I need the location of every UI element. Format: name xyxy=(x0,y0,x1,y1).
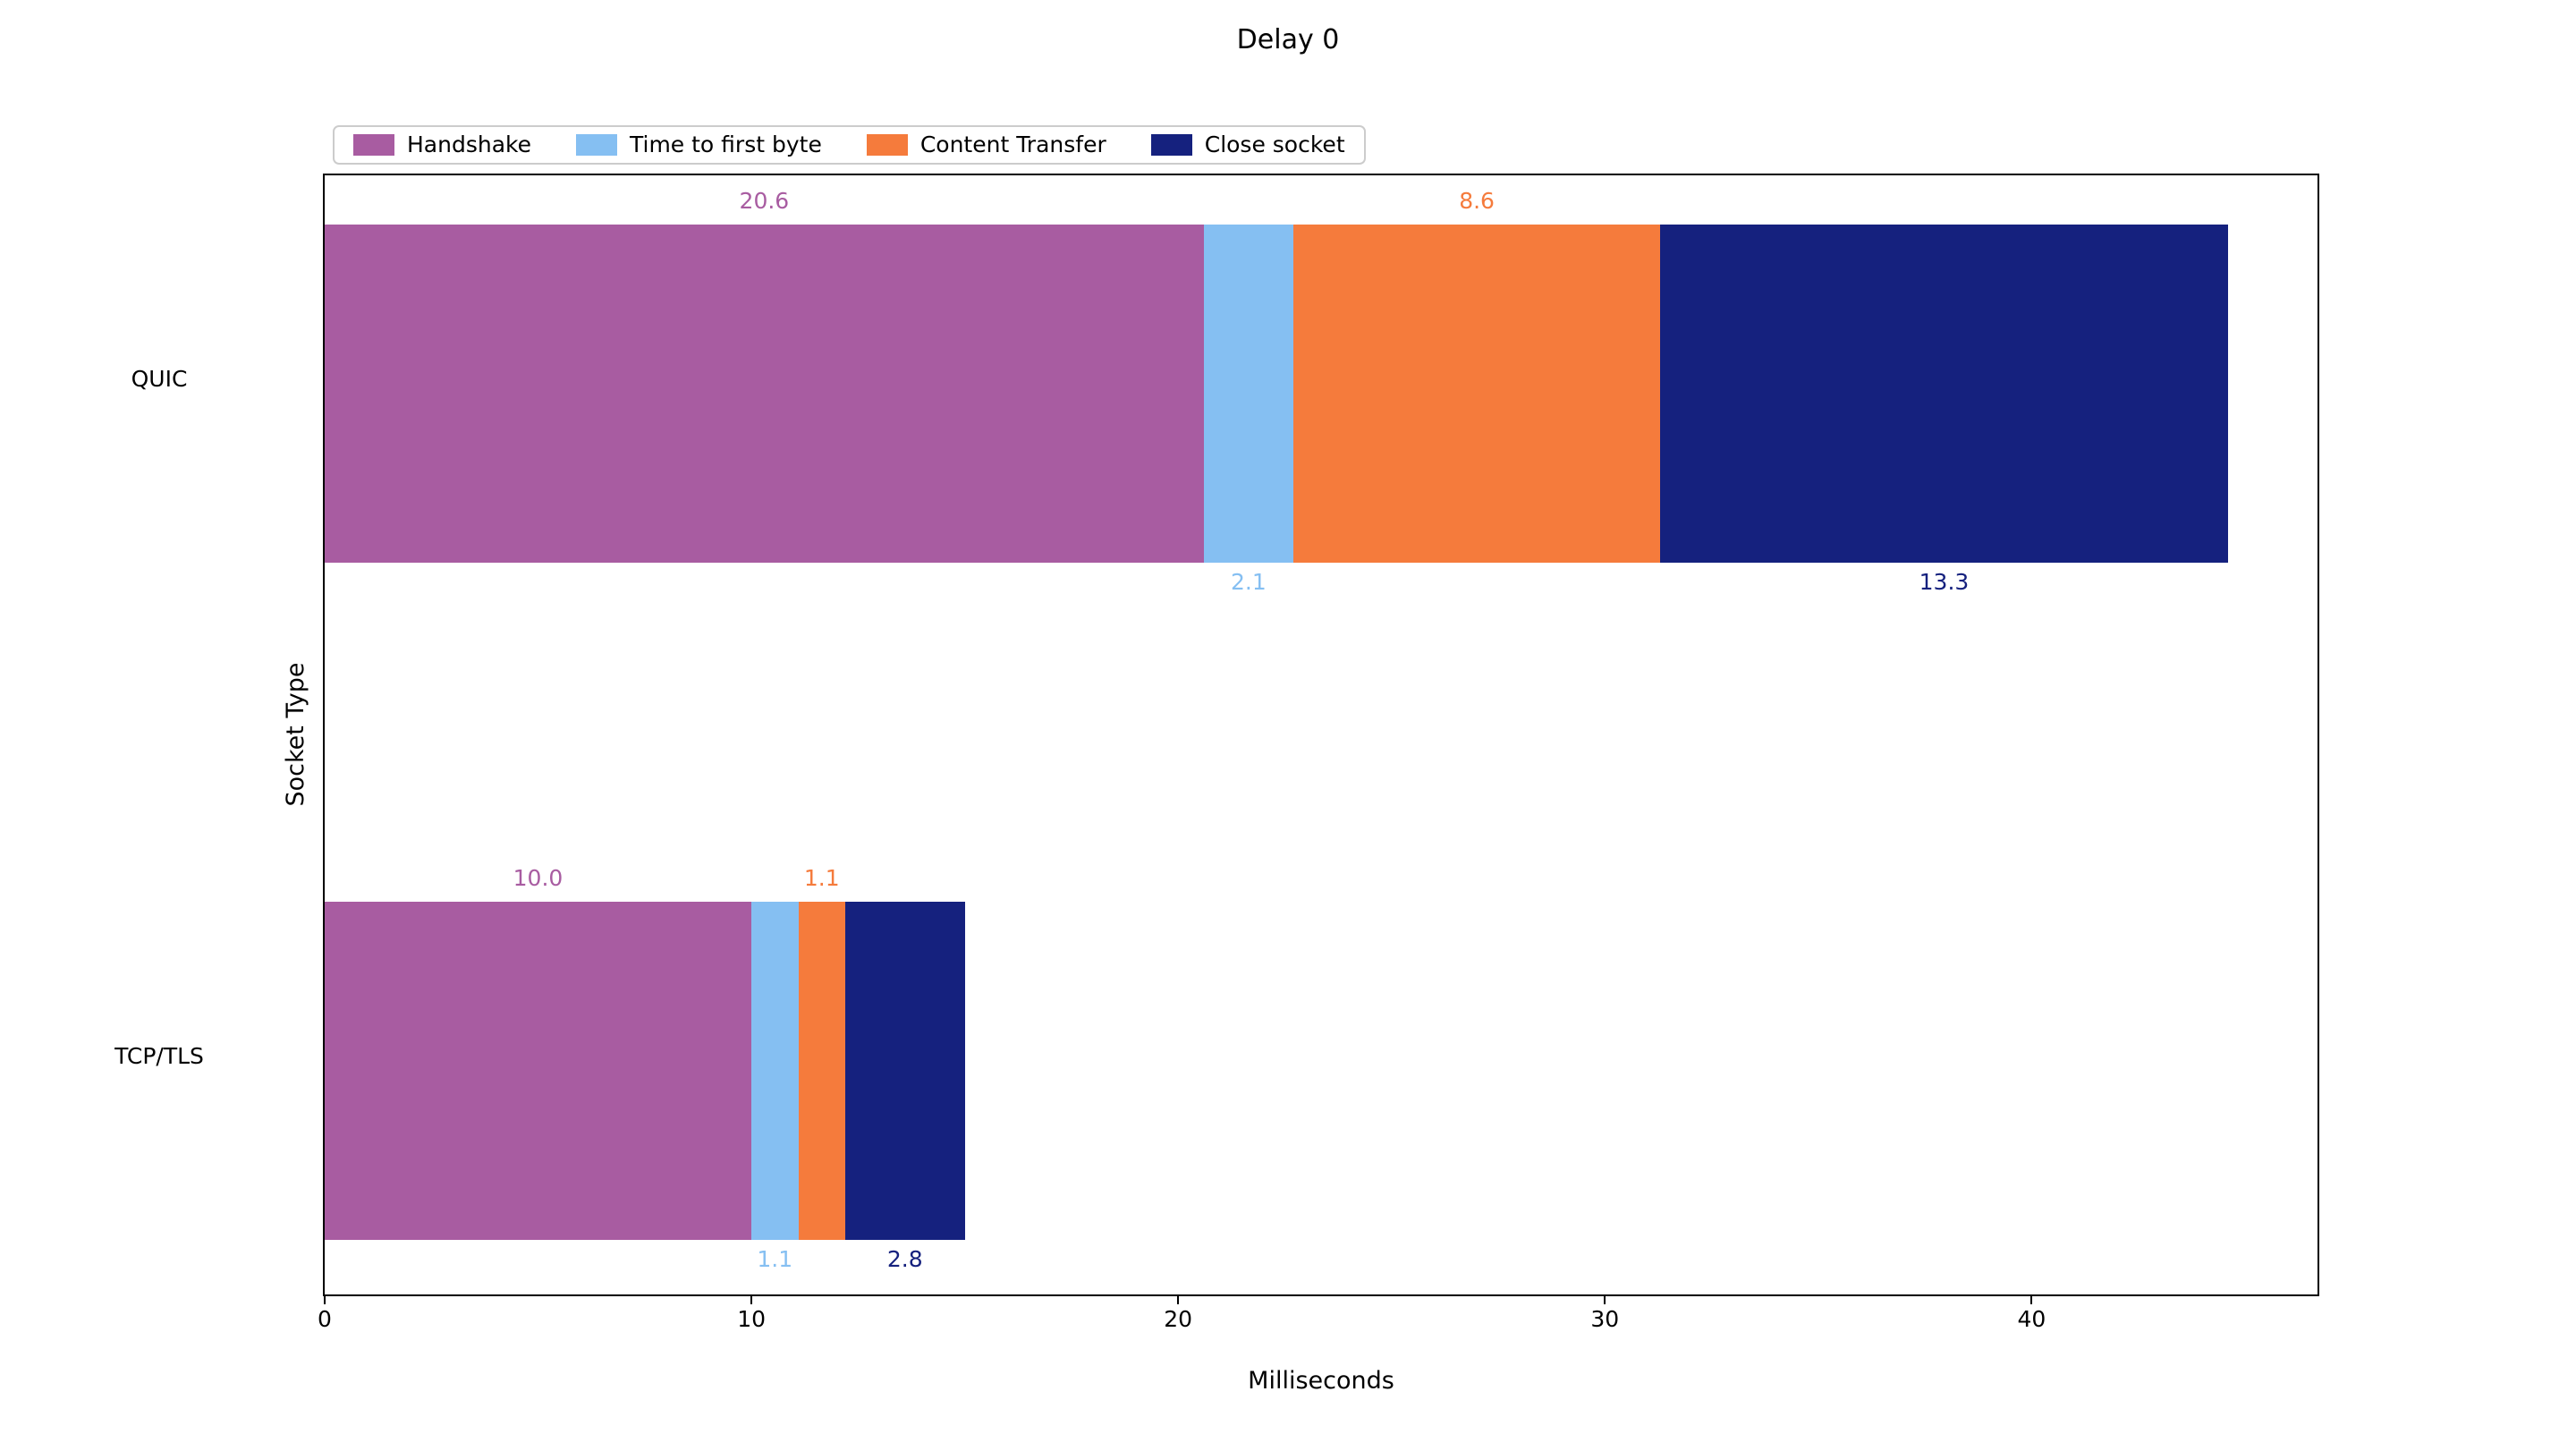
bar-segment-handshake-quic xyxy=(325,225,1204,563)
bar-segment-content-transfer-quic xyxy=(1293,225,1661,563)
bar-segment-time-to-first-byte-quic xyxy=(1203,225,1293,563)
legend-label: Close socket xyxy=(1204,132,1345,157)
value-label-time-to-first-byte-tcp-tls: 1.1 xyxy=(757,1246,793,1272)
x-tick-mark-30 xyxy=(1604,1296,1606,1304)
x-tick-mark-0 xyxy=(324,1296,326,1304)
legend-item-handshake: Handshake xyxy=(353,133,531,157)
x-tick-label-40: 40 xyxy=(2017,1306,2046,1332)
x-tick-label-0: 0 xyxy=(318,1306,332,1332)
time-to-first-byte-swatch-icon xyxy=(576,134,617,156)
legend: Handshake Time to first byte Content Tra… xyxy=(333,125,1366,165)
plot-area: 20.6 2.1 8.6 13.3 10.0 1.1 1.1 2.8 xyxy=(323,174,2319,1296)
value-label-content-transfer-quic: 8.6 xyxy=(1459,188,1495,214)
y-tick-label-quic: QUIC xyxy=(131,366,188,392)
value-label-content-transfer-tcp-tls: 1.1 xyxy=(803,865,840,891)
content-transfer-swatch-icon xyxy=(866,134,908,156)
bar-segment-time-to-first-byte-tcp-tls xyxy=(751,902,799,1240)
x-tick-label-10: 10 xyxy=(737,1306,766,1332)
x-axis-label: Milliseconds xyxy=(1248,1367,1394,1395)
x-tick-label-30: 30 xyxy=(1590,1306,1620,1332)
value-label-time-to-first-byte-quic: 2.1 xyxy=(1231,569,1267,595)
x-tick-mark-20 xyxy=(1177,1296,1180,1304)
value-label-handshake-tcp-tls: 10.0 xyxy=(513,865,564,891)
bar-segment-content-transfer-tcp-tls xyxy=(798,902,846,1240)
legend-item-content-transfer: Content Transfer xyxy=(866,132,1106,157)
handshake-swatch-icon xyxy=(353,134,394,156)
close-socket-swatch-icon xyxy=(1150,134,1192,156)
legend-label: Time to first byte xyxy=(630,132,822,157)
x-tick-mark-40 xyxy=(2030,1296,2033,1304)
y-axis-label: Socket Type xyxy=(282,662,309,807)
value-label-close-socket-quic: 13.3 xyxy=(1919,569,1970,595)
bar-segment-close-socket-tcp-tls xyxy=(845,902,965,1240)
value-label-close-socket-tcp-tls: 2.8 xyxy=(886,1246,923,1272)
bar-segment-handshake-tcp-tls xyxy=(325,902,752,1240)
x-tick-mark-10 xyxy=(750,1296,753,1304)
legend-item-close-socket: Close socket xyxy=(1150,132,1345,157)
y-tick-label-tcp-tls: TCP/TLS xyxy=(114,1043,204,1069)
legend-item-time-to-first-byte: Time to first byte xyxy=(576,133,822,157)
x-tick-label-20: 20 xyxy=(1164,1306,1193,1332)
chart-title: Delay 0 xyxy=(1236,24,1340,55)
legend-label: Handshake xyxy=(407,132,531,157)
legend-label: Content Transfer xyxy=(919,132,1106,157)
value-label-handshake-quic: 20.6 xyxy=(739,188,790,214)
bar-segment-close-socket-quic xyxy=(1660,225,2228,563)
